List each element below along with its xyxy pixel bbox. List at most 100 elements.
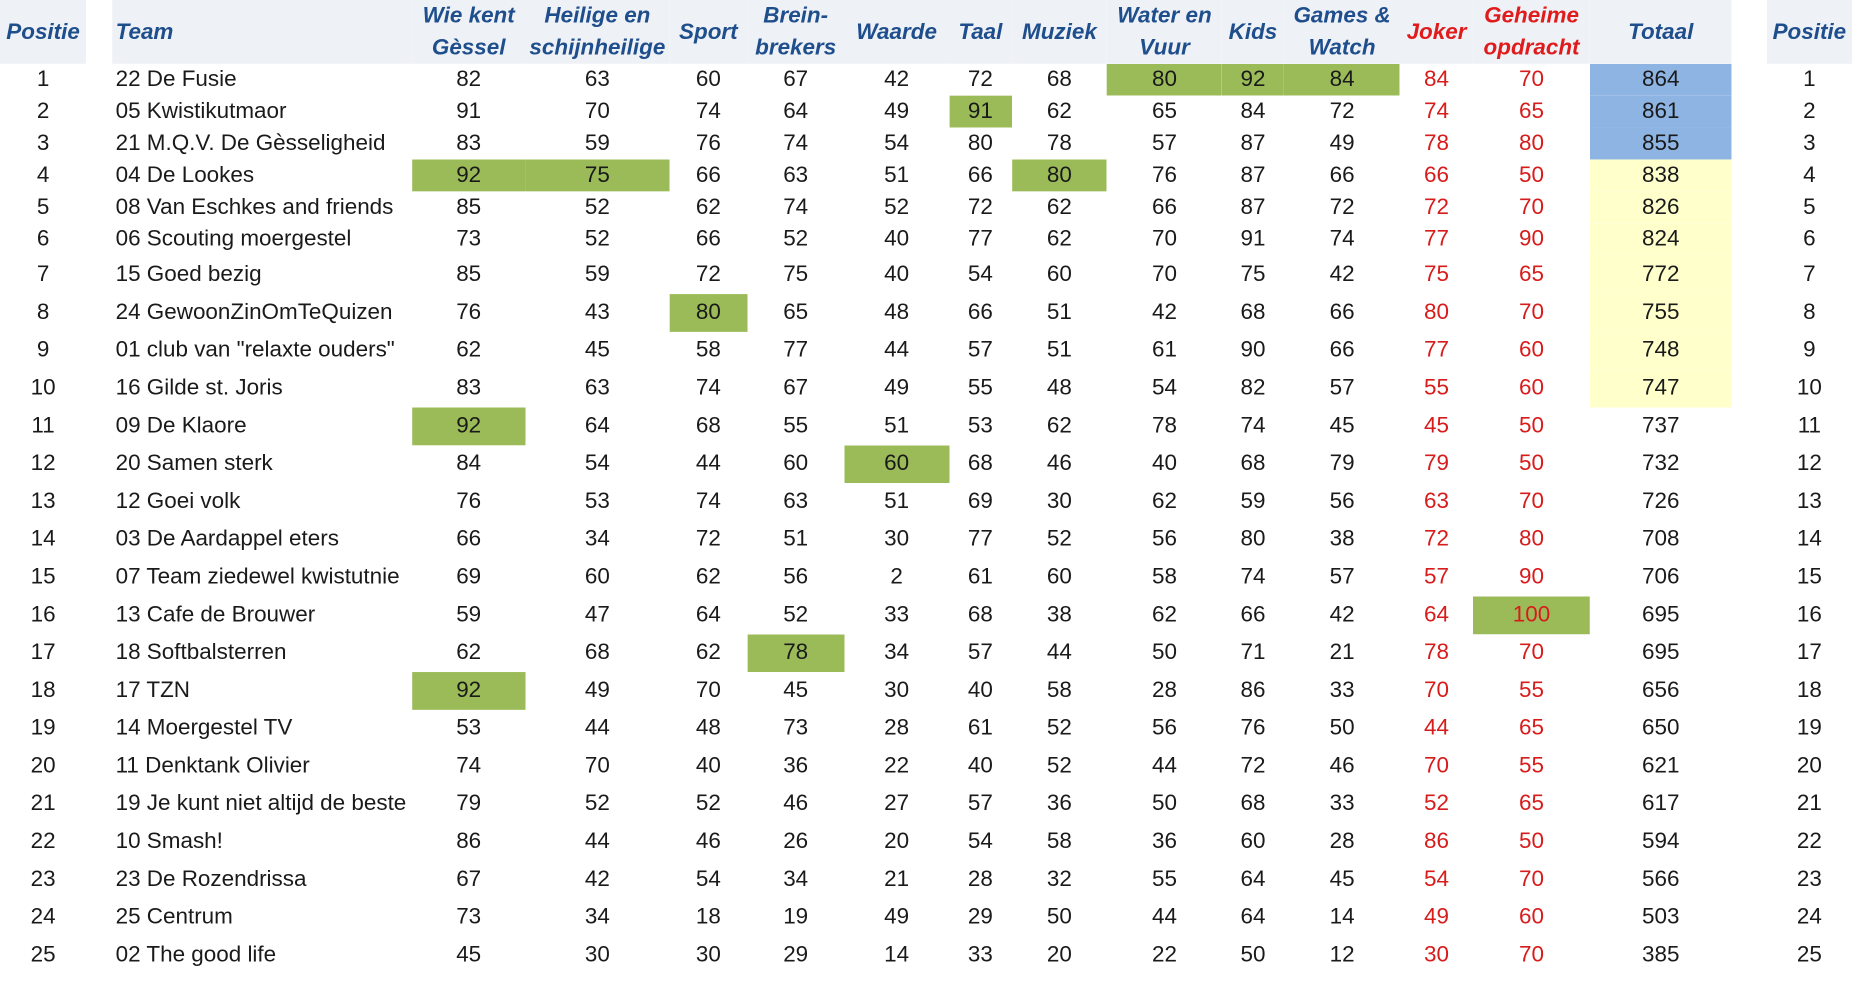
score-cell: 70 — [584, 753, 610, 779]
column-gap — [1731, 0, 1767, 64]
score-cell: 62 — [695, 564, 721, 590]
column-gap — [86, 861, 113, 899]
score-cell: 59 — [584, 130, 610, 156]
score-cell: 57 — [1329, 564, 1355, 590]
total-cell: 706 — [1641, 564, 1680, 590]
team-name-cell: 20 Samen sterk — [115, 451, 273, 476]
score-cell: 68 — [1240, 299, 1266, 325]
column-gap — [1731, 95, 1767, 128]
team-name-cell: 01 club van "relaxte ouders" — [115, 337, 395, 363]
score-cell: 22 — [884, 753, 910, 779]
score-cell: 78 — [1046, 130, 1072, 156]
score-cell: 71 — [1240, 640, 1266, 665]
score-cell: 73 — [456, 226, 482, 251]
score-cell: 75 — [1424, 261, 1450, 287]
total-cell: 650 — [1641, 715, 1680, 741]
score-cell: 33 — [1329, 791, 1355, 817]
score-cell: 74 — [783, 130, 809, 156]
score-cell: 72 — [1424, 526, 1450, 552]
score-cell: 30 — [1046, 488, 1072, 514]
score-cell: 68 — [1046, 66, 1072, 92]
total-cell: 838 — [1589, 159, 1732, 192]
score-cell: 84 — [1240, 98, 1266, 124]
score-cell: 52 — [1046, 526, 1072, 552]
score-cell: 45 — [1329, 413, 1355, 439]
column-gap — [1731, 823, 1767, 862]
score-cell: 64 — [1240, 866, 1266, 892]
score-cell: 68 — [695, 413, 721, 439]
team-name-cell: 03 De Aardappel eters — [115, 526, 339, 552]
score-cell: 40 — [1151, 451, 1177, 476]
score-cell: 58 — [695, 337, 721, 363]
score-cell: 76 — [456, 488, 482, 514]
score-cell: 45 — [1329, 866, 1355, 892]
score-cell: 51 — [884, 413, 910, 439]
score-cell: 75 — [1240, 261, 1266, 287]
score-cell: 70 — [1519, 942, 1545, 968]
score-cell: 50 — [1240, 942, 1266, 968]
position-cell-right: 1 — [1803, 66, 1816, 92]
score-cell: 28 — [884, 715, 910, 741]
position-cell: 12 — [30, 451, 56, 476]
score-cell: 66 — [456, 526, 482, 552]
table-row: 21 19 Je kunt niet altijd de beste 79 52 52 4… — [0, 785, 1852, 824]
position-cell: 8 — [36, 299, 50, 325]
team-name-cell: 22 De Fusie — [115, 66, 237, 92]
score-rows: 1 22 De Fusie 82 63 60 67 42 72 68 80 92 84 84 70 864 1… — [0, 63, 1852, 975]
score-cell: 52 — [783, 226, 809, 251]
column-gap — [1731, 483, 1767, 521]
score-cell: 46 — [1329, 753, 1355, 779]
score-cell: 34 — [783, 866, 809, 892]
score-cell: 51 — [1046, 299, 1072, 325]
header-joker: Joker — [1399, 0, 1474, 64]
column-gap — [86, 223, 113, 256]
column-gap — [1731, 191, 1767, 224]
position-cell: 13 — [30, 488, 56, 514]
score-cell: 50 — [1519, 413, 1545, 439]
score-cell: 19 — [783, 904, 809, 930]
position-cell: 4 — [36, 162, 50, 188]
score-cell: 57 — [967, 791, 993, 817]
table-row: 22 10 Smash! 86 44 46 26 20 54 58 36 60 28 86 50 594 22 — [0, 823, 1852, 862]
score-cell: 70 — [1519, 640, 1545, 665]
header-geheime-opdracht: Geheime opdracht — [1473, 0, 1590, 64]
team-name-cell: 17 TZN — [115, 677, 191, 703]
score-cell: 64 — [695, 602, 721, 628]
score-cell: 77 — [1424, 337, 1450, 363]
position-cell: 2 — [36, 98, 50, 124]
score-cell: 57 — [1424, 564, 1450, 590]
table-row: 14 03 De Aardappel eters 66 34 72 51 30 77 52 56 8… — [0, 520, 1852, 559]
team-name-cell: 21 M.Q.V. De Gèsseligheid — [115, 130, 386, 156]
score-cell: 65 — [1519, 791, 1545, 817]
score-cell: 86 — [1424, 829, 1450, 854]
column-gap — [1731, 936, 1767, 975]
column-gap — [1731, 255, 1767, 295]
score-cell: 49 — [584, 677, 610, 703]
total-cell: 748 — [1589, 331, 1732, 370]
score-cell: 40 — [884, 261, 910, 287]
score-cell: 72 — [1329, 194, 1355, 220]
score-cell: 79 — [456, 791, 482, 817]
score-cell: 64 — [783, 98, 809, 124]
score-cell: 62 — [695, 640, 721, 665]
score-cell: 48 — [1046, 375, 1072, 401]
score-cell: 62 — [695, 194, 721, 220]
score-cell: 46 — [695, 829, 721, 854]
score-cell: 92 — [412, 672, 526, 710]
score-cell: 44 — [1424, 715, 1450, 741]
score-cell: 30 — [884, 526, 910, 552]
position-cell-right: 19 — [1796, 715, 1822, 741]
position-cell: 24 — [30, 904, 56, 930]
score-cell: 78 — [1151, 413, 1177, 439]
score-cell: 69 — [456, 564, 482, 590]
score-cell: 60 — [1519, 375, 1545, 401]
score-cell: 70 — [695, 677, 721, 703]
score-cell: 66 — [1151, 194, 1177, 220]
score-cell: 74 — [695, 98, 721, 124]
table-row: 4 04 De Lookes 92 75 66 63 51 66 80 76 87 66 66 50 838… — [0, 159, 1852, 192]
team-name-cell: 08 Van Eschkes and friends — [115, 194, 394, 220]
score-cell: 33 — [1329, 677, 1355, 703]
score-cell: 60 — [1519, 337, 1545, 363]
position-cell: 1 — [36, 66, 50, 92]
